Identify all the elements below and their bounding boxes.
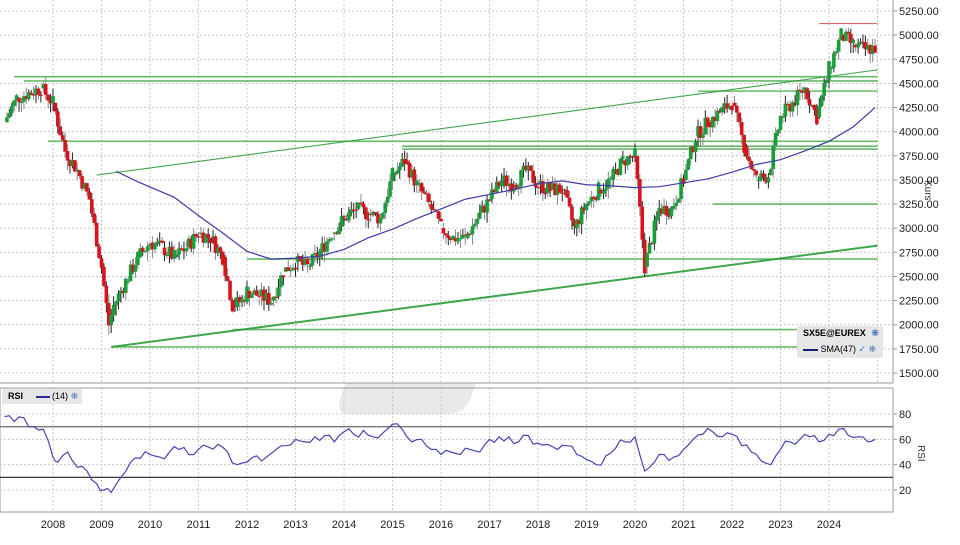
svg-text:2021: 2021 <box>671 519 695 531</box>
svg-text:2024: 2024 <box>817 519 841 531</box>
svg-text:2250.00: 2250.00 <box>899 296 939 308</box>
legend-rsi-row[interactable]: RSI (14) ❋ <box>8 391 78 402</box>
legend-sma-label: SMA(47) <box>820 344 857 354</box>
price-axis-label: Kurs <box>922 180 933 201</box>
svg-text:4000.00: 4000.00 <box>899 127 939 139</box>
svg-text:2008: 2008 <box>41 519 65 531</box>
svg-text:3000.00: 3000.00 <box>899 223 939 235</box>
svg-text:2018: 2018 <box>526 519 550 531</box>
legend-instrument-label: SX5E@EUREX <box>803 328 866 338</box>
svg-text:2500.00: 2500.00 <box>899 271 939 283</box>
settings-icon[interactable]: ❋ <box>70 391 79 401</box>
svg-text:2015: 2015 <box>380 519 404 531</box>
main-grid <box>0 0 893 512</box>
svg-text:2012: 2012 <box>235 519 259 531</box>
svg-text:1750.00: 1750.00 <box>899 344 939 356</box>
svg-text:3250.00: 3250.00 <box>899 199 939 211</box>
svg-text:80: 80 <box>899 409 911 421</box>
svg-text:5000.00: 5000.00 <box>899 30 939 42</box>
svg-text:3750.00: 3750.00 <box>899 151 939 163</box>
svg-text:60: 60 <box>899 434 911 446</box>
svg-text:2011: 2011 <box>187 519 211 531</box>
svg-text:2010: 2010 <box>138 519 162 531</box>
svg-text:20: 20 <box>899 485 911 497</box>
svg-text:5250.00: 5250.00 <box>899 6 939 18</box>
svg-text:2000.00: 2000.00 <box>899 320 939 332</box>
svg-text:4500.00: 4500.00 <box>899 78 939 90</box>
support-resistance-lines <box>14 22 878 348</box>
legend-rsi-title: RSI <box>8 391 24 401</box>
svg-text:2750.00: 2750.00 <box>899 247 939 259</box>
svg-text:2023: 2023 <box>768 519 792 531</box>
rsi-line <box>4 415 876 494</box>
svg-text:2013: 2013 <box>283 519 307 531</box>
rsi-axis-label: RSI <box>915 445 926 462</box>
svg-text:2019: 2019 <box>574 519 598 531</box>
svg-text:2022: 2022 <box>720 519 744 531</box>
time-axis: 2008 2009 2010 2011 2012 2013 2014 2015 2016 2017… <box>41 519 841 531</box>
svg-text:3500.00: 3500.00 <box>899 175 939 187</box>
svg-text:2014: 2014 <box>332 519 356 531</box>
settings-icon[interactable]: ❋ <box>868 344 877 354</box>
svg-text:2020: 2020 <box>623 519 647 531</box>
checkmark-icon[interactable]: ✓ <box>858 344 867 354</box>
svg-text:2016: 2016 <box>429 519 453 531</box>
candlesticks <box>5 27 877 335</box>
rsi-legend: RSI (14) ❋ <box>2 389 82 404</box>
rsi-grid <box>0 387 894 513</box>
svg-text:40: 40 <box>899 460 911 472</box>
legend-instrument-row[interactable]: SX5E@EUREX ❋ <box>803 328 879 339</box>
sma-line-swatch <box>803 348 818 351</box>
settings-icon[interactable]: ❋ <box>871 328 879 338</box>
rsi-line-swatch <box>35 395 50 398</box>
price-axis: 5250.00 5000.00 4750.00 4500.00 4250.00 4000.… <box>0 0 939 384</box>
sma-line <box>115 107 876 260</box>
svg-text:4750.00: 4750.00 <box>899 54 939 66</box>
svg-text:2009: 2009 <box>89 519 113 531</box>
rsi-axis: 80 60 40 20 <box>893 409 911 497</box>
svg-text:1500.00: 1500.00 <box>899 368 939 380</box>
legend-sma-row[interactable]: SMA(47) ✓ ❋ <box>803 344 876 355</box>
svg-text:2017: 2017 <box>477 519 501 531</box>
main-legend: SX5E@EUREX ❋ SMA(47) ✓ ❋ <box>797 326 883 358</box>
svg-text:4250.00: 4250.00 <box>899 103 939 115</box>
legend-rsi-period: (14) <box>52 391 69 401</box>
